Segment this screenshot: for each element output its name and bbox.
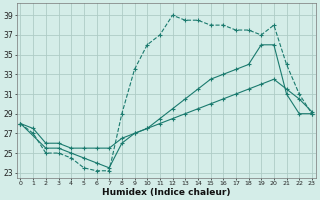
- X-axis label: Humidex (Indice chaleur): Humidex (Indice chaleur): [102, 188, 230, 197]
